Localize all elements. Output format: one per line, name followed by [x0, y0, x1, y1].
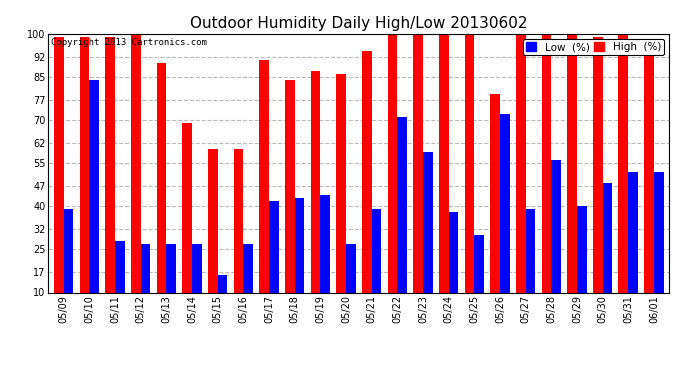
- Bar: [336, 74, 346, 292]
- Bar: [320, 195, 330, 292]
- Bar: [192, 244, 201, 292]
- Bar: [516, 34, 526, 292]
- Bar: [490, 94, 500, 292]
- Bar: [141, 244, 150, 292]
- Bar: [269, 201, 279, 292]
- Title: Outdoor Humidity Daily High/Low 20130602: Outdoor Humidity Daily High/Low 20130602: [190, 16, 528, 31]
- Bar: [388, 34, 397, 292]
- Bar: [79, 37, 90, 292]
- Bar: [106, 37, 115, 292]
- Bar: [157, 63, 166, 292]
- Bar: [285, 80, 295, 292]
- Bar: [526, 209, 535, 292]
- Bar: [423, 152, 433, 292]
- Bar: [618, 34, 628, 292]
- Bar: [602, 183, 612, 292]
- Bar: [644, 54, 654, 292]
- Text: Copyright 2013 Cartronics.com: Copyright 2013 Cartronics.com: [51, 38, 207, 46]
- Bar: [474, 235, 484, 292]
- Legend: Low  (%), High  (%): Low (%), High (%): [523, 39, 664, 55]
- Bar: [413, 34, 423, 292]
- Bar: [63, 209, 73, 292]
- Bar: [244, 244, 253, 292]
- Bar: [628, 172, 638, 292]
- Bar: [115, 241, 125, 292]
- Bar: [295, 198, 304, 292]
- Bar: [397, 117, 407, 292]
- Bar: [217, 275, 228, 292]
- Bar: [362, 51, 372, 292]
- Bar: [654, 172, 664, 292]
- Bar: [439, 34, 449, 292]
- Bar: [182, 123, 192, 292]
- Bar: [464, 34, 474, 292]
- Bar: [208, 149, 217, 292]
- Bar: [54, 37, 63, 292]
- Bar: [551, 160, 561, 292]
- Bar: [577, 206, 586, 292]
- Bar: [90, 80, 99, 292]
- Bar: [131, 34, 141, 292]
- Bar: [310, 71, 320, 292]
- Bar: [448, 212, 458, 292]
- Bar: [259, 60, 269, 292]
- Bar: [593, 37, 602, 292]
- Bar: [372, 209, 382, 292]
- Bar: [234, 149, 244, 292]
- Bar: [346, 244, 356, 292]
- Bar: [542, 34, 551, 292]
- Bar: [500, 114, 510, 292]
- Bar: [166, 244, 176, 292]
- Bar: [567, 34, 577, 292]
